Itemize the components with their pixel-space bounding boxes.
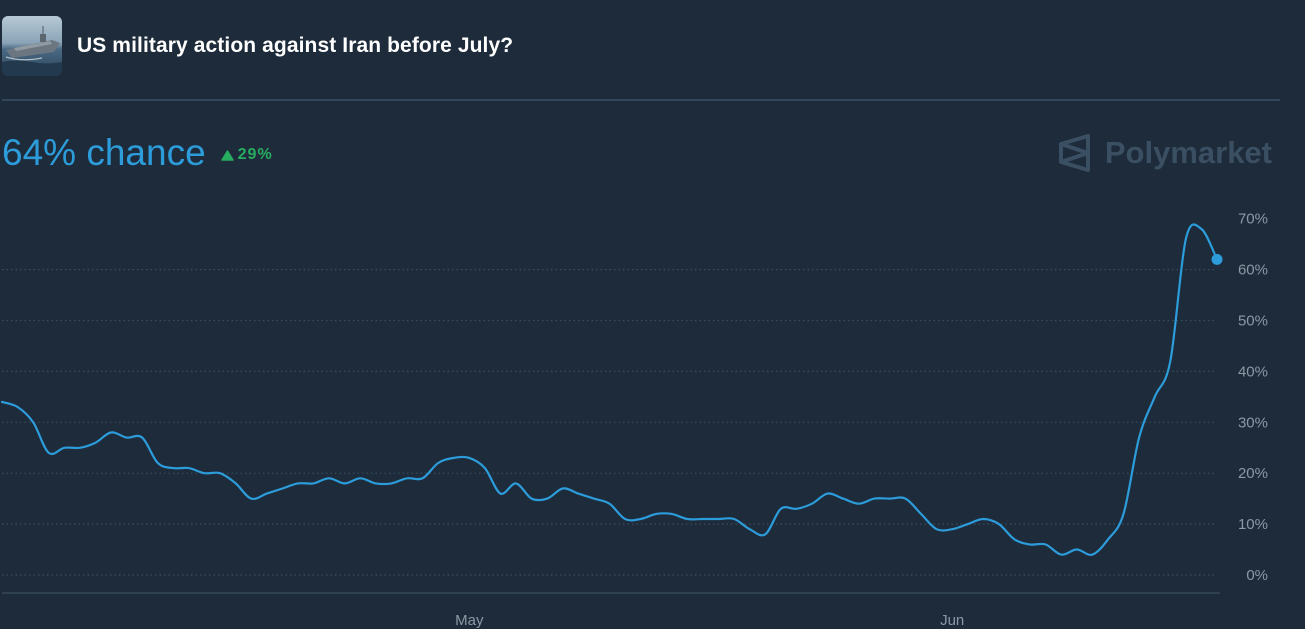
y-tick-label: 60%: [1238, 262, 1268, 279]
change-value: 29%: [237, 146, 273, 163]
y-tick-label: 30%: [1238, 414, 1268, 431]
y-tick-label: 20%: [1238, 465, 1268, 482]
x-tick-label: May: [455, 612, 484, 629]
market-header: US military action against Iran before J…: [2, 16, 513, 76]
market-thumbnail[interactable]: [2, 16, 62, 76]
y-tick-label: 50%: [1238, 313, 1268, 330]
x-axis-ticks: May Jun: [455, 612, 964, 629]
brand-name: Polymarket: [1104, 135, 1272, 170]
polymarket-brand[interactable]: Polymarket: [1058, 133, 1272, 173]
y-tick-label: 10%: [1238, 516, 1268, 533]
y-tick-label: 70%: [1238, 211, 1268, 228]
y-tick-label: 0%: [1246, 567, 1268, 584]
probability-summary: 64% chance 29%: [2, 130, 273, 176]
polymarket-logo-icon: [1058, 134, 1090, 172]
header-divider: [2, 99, 1280, 101]
change-badge: 29%: [220, 146, 273, 164]
x-tick-label: Jun: [940, 612, 964, 629]
latest-point-marker[interactable]: [1211, 253, 1223, 265]
up-triangle-icon: [220, 149, 234, 161]
y-tick-label: 40%: [1238, 363, 1268, 380]
series-layer: [0, 223, 1223, 556]
probability-line: [0, 223, 1219, 556]
y-axis-ticks: 0% 10% 20% 30% 40% 50% 60% 70%: [1238, 211, 1268, 584]
grid-lines: [2, 269, 1217, 576]
market-title: US military action against Iran before J…: [77, 34, 514, 57]
chance-text: 64% chance: [2, 132, 206, 173]
